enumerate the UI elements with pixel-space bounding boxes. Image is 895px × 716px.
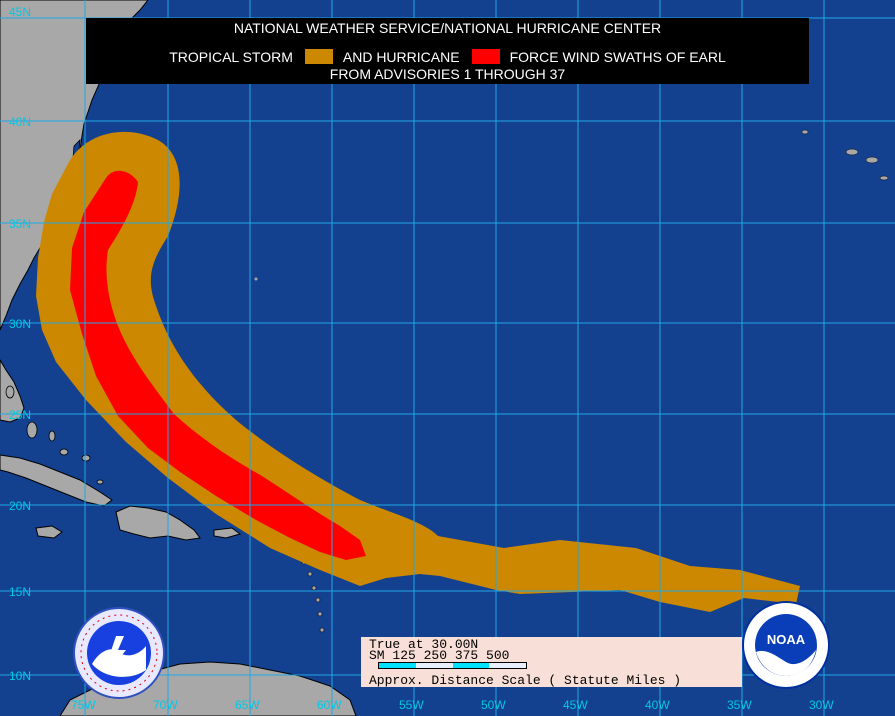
lon-label: 55W bbox=[399, 698, 424, 712]
scale-bar bbox=[378, 662, 527, 669]
lon-label: 30W bbox=[809, 698, 834, 712]
lon-label: 35W bbox=[727, 698, 752, 712]
latitude-labels: 45N 40N 35N 30N 25N 20N 15N 10N bbox=[9, 5, 31, 683]
lon-label: 70W bbox=[153, 698, 178, 712]
lat-label: 20N bbox=[9, 499, 31, 513]
lon-label: 65W bbox=[235, 698, 260, 712]
land-azores bbox=[801, 129, 889, 181]
hurricane-swatch bbox=[471, 49, 500, 64]
lon-label: 45W bbox=[563, 698, 588, 712]
lat-label: 15N bbox=[9, 585, 31, 599]
lat-label: 40N bbox=[9, 115, 31, 129]
lon-label: 40W bbox=[645, 698, 670, 712]
land-bahamas bbox=[5, 385, 104, 485]
title-line: NATIONAL WEATHER SERVICE/NATIONAL HURRIC… bbox=[233, 20, 662, 36]
hurricane-swath bbox=[70, 170, 366, 560]
lon-label: 75W bbox=[71, 698, 96, 712]
land-hispaniola bbox=[115, 505, 201, 541]
lat-label: 25N bbox=[9, 408, 31, 422]
advisories-line: FROM ADVISORIES 1 THROUGH 37 bbox=[329, 66, 566, 82]
scale-ticks: SM 125 250 375 500 bbox=[369, 648, 510, 663]
scale-true-at: True at 30.00N bbox=[369, 637, 479, 652]
noaa-logo: NOAA bbox=[742, 601, 830, 689]
lat-label: 45N bbox=[9, 5, 31, 19]
longitude-labels: 75W 70W 65W 60W 55W 50W 45W 40W 35W 30W bbox=[71, 698, 834, 712]
land-jamaica bbox=[35, 525, 63, 539]
nws-logo bbox=[73, 607, 165, 699]
title-legend-box: NATIONAL WEATHER SERVICE/NATIONAL HURRIC… bbox=[86, 18, 809, 84]
noaa-text: NOAA bbox=[767, 632, 806, 647]
lat-label: 35N bbox=[9, 217, 31, 231]
tropical-storm-swatch bbox=[304, 49, 333, 64]
legend-hu-label: AND HURRICANE bbox=[342, 49, 460, 65]
lon-label: 60W bbox=[317, 698, 342, 712]
scale-caption: Approx. Distance Scale ( Statute Miles ) bbox=[369, 673, 682, 688]
legend-suffix: FORCE WIND SWATHS OF EARL bbox=[509, 49, 726, 65]
lat-label: 30N bbox=[9, 317, 31, 331]
legend-line: TROPICAL STORM AND HURRICANE FORCE WIND SW… bbox=[86, 49, 809, 65]
lon-label: 50W bbox=[481, 698, 506, 712]
land-cuba bbox=[0, 454, 113, 507]
distance-scale: True at 30.00N SM 125 250 375 500 Approx… bbox=[361, 637, 742, 688]
lat-label: 10N bbox=[9, 669, 31, 683]
land-puerto-rico bbox=[213, 527, 242, 539]
legend-ts-label: TROPICAL STORM bbox=[169, 49, 293, 65]
land-bermuda bbox=[254, 277, 258, 281]
